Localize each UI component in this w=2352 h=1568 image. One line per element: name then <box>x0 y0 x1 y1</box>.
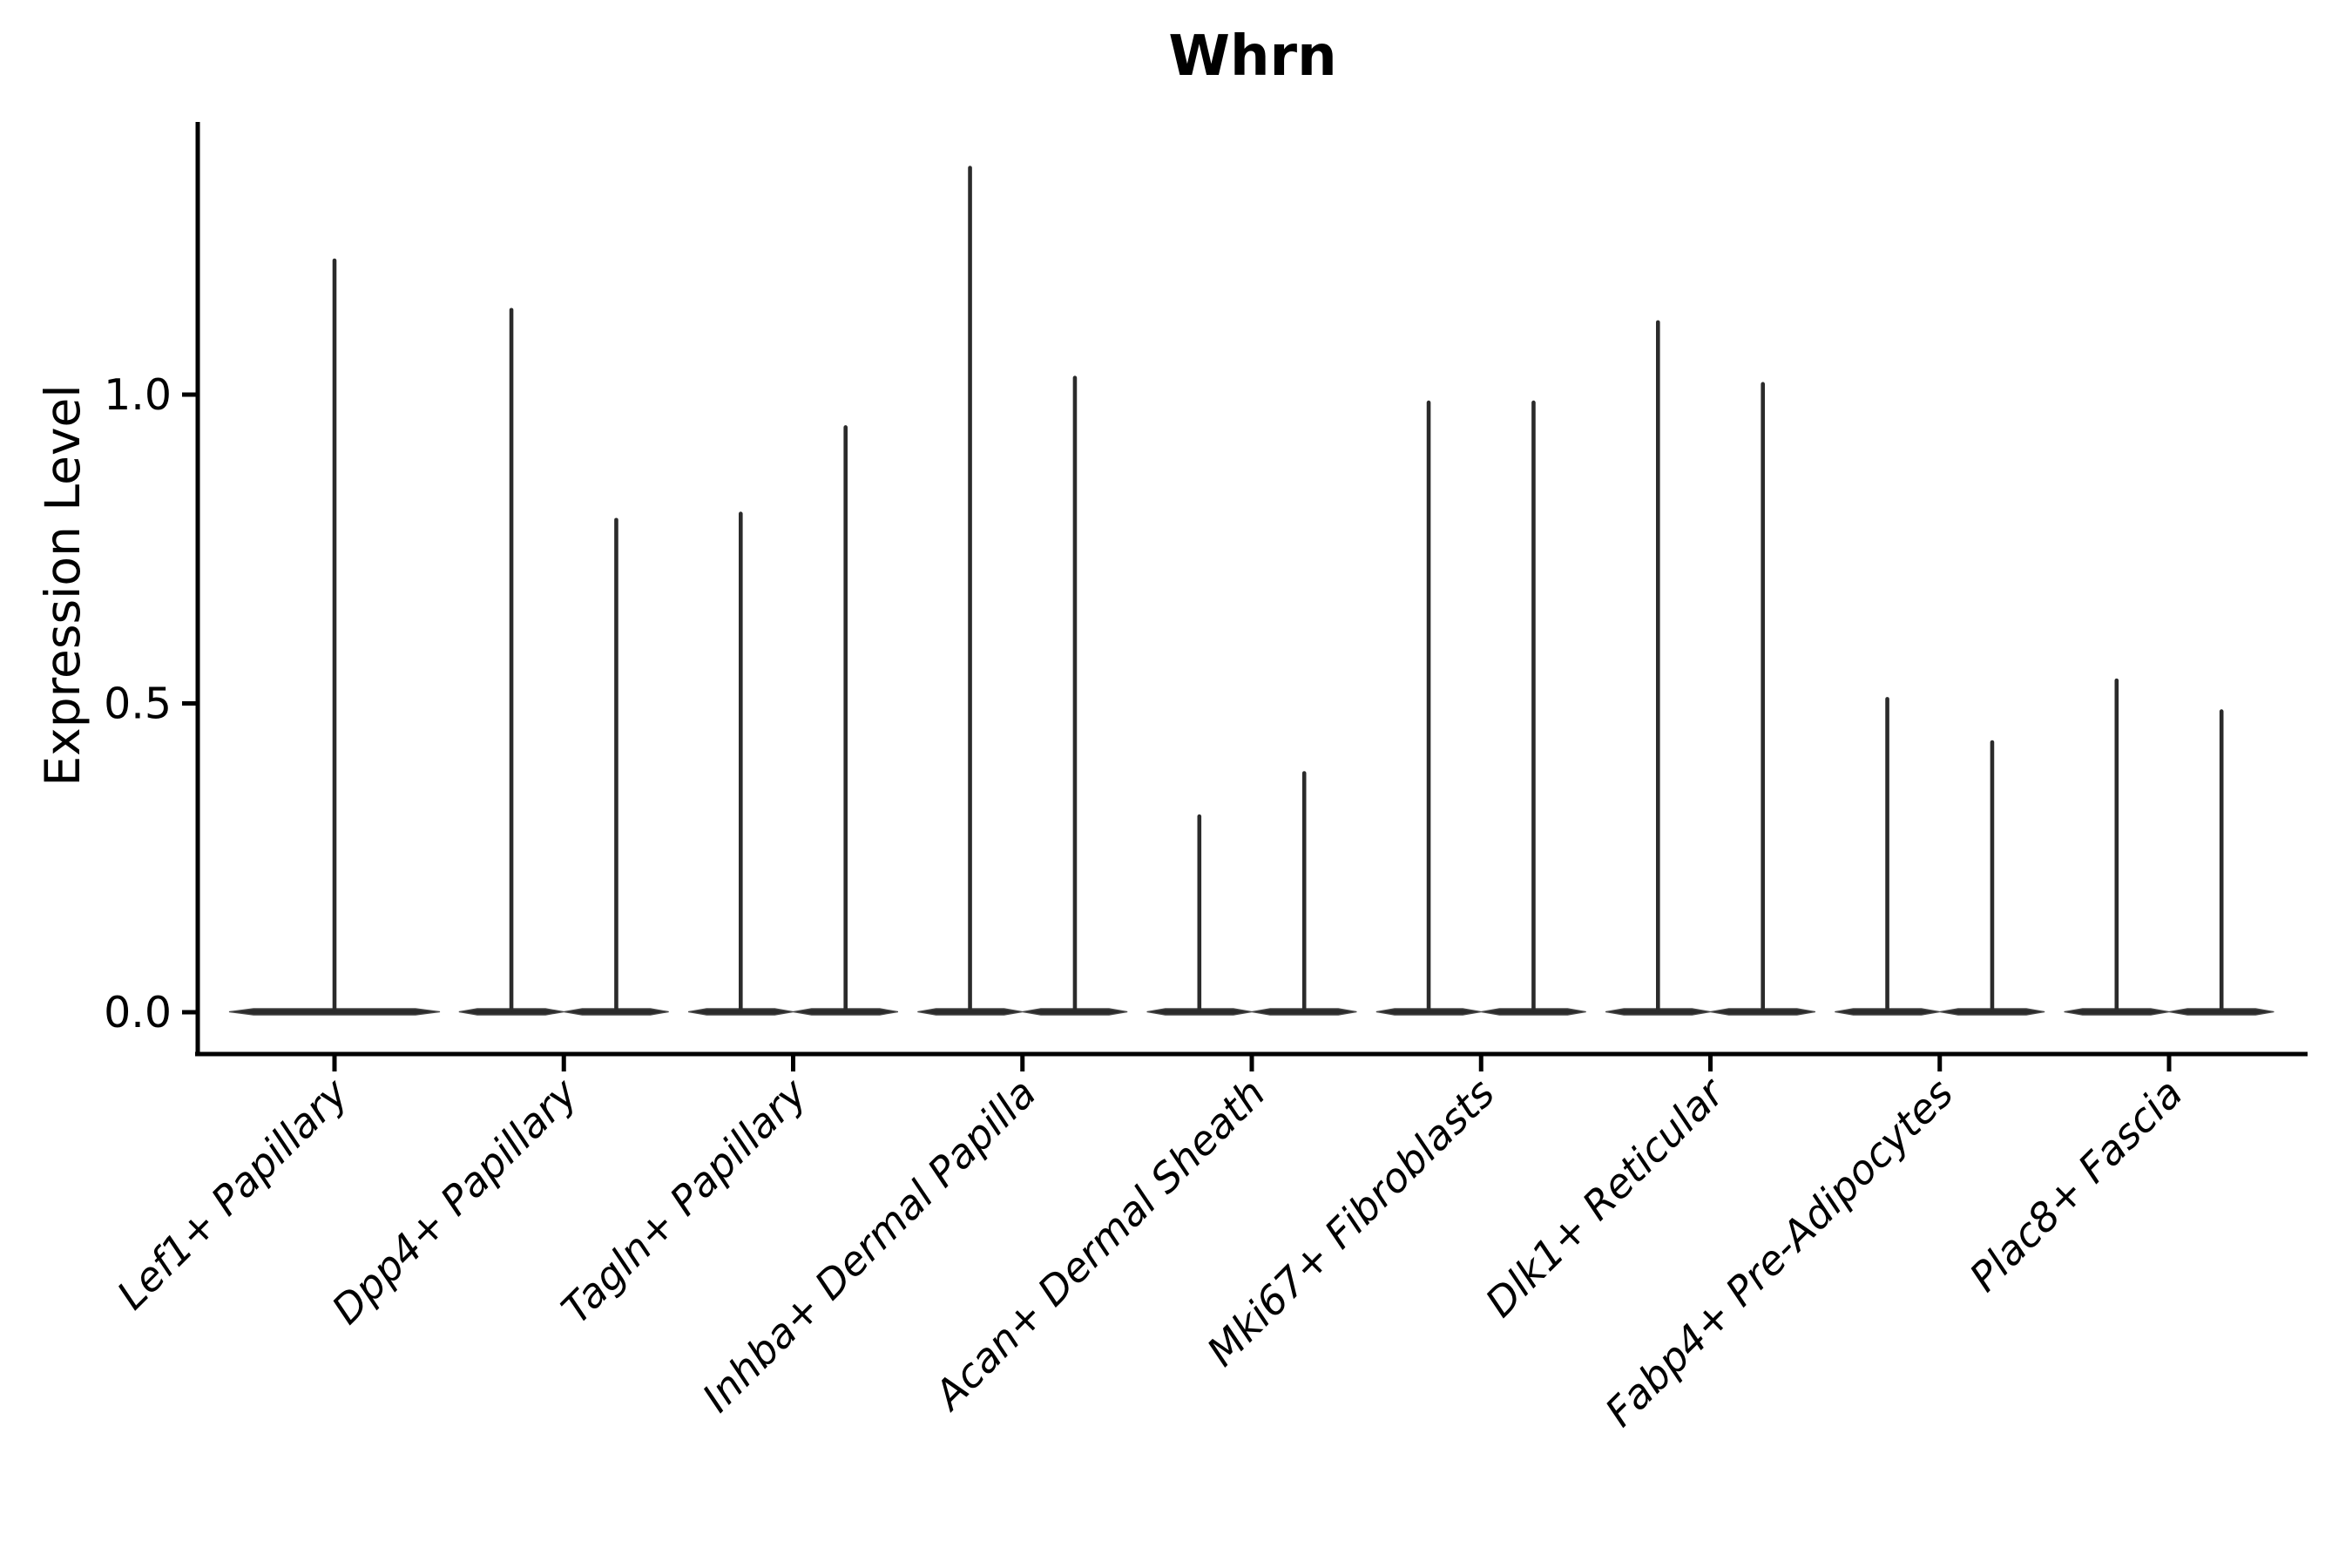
violin-base <box>1251 1008 1357 1016</box>
violin-base <box>1022 1008 1128 1016</box>
x-tick-label: Tagln+ Papillary <box>552 1069 816 1333</box>
violin-base <box>2168 1008 2274 1016</box>
violin-base <box>1710 1008 1816 1016</box>
y-tick-label: 0.0 <box>104 988 172 1037</box>
violin-base <box>1939 1008 2045 1016</box>
x-tick-label: Plac8+ Fascia <box>1960 1070 2191 1301</box>
violin-base <box>564 1008 669 1016</box>
x-tick-label: Dpp4+ Papillary <box>322 1069 586 1333</box>
x-tick-label: Lef1+ Papillary <box>108 1069 357 1318</box>
violin-base <box>1481 1008 1586 1016</box>
violin-base <box>793 1008 899 1016</box>
violin-base <box>228 1008 441 1016</box>
x-tick-label: Dlk1+ Reticular <box>1477 1067 1735 1326</box>
y-tick-label: 1.0 <box>104 370 172 420</box>
chart-title: Whrn <box>1168 24 1337 89</box>
y-tick-label: 0.5 <box>104 679 172 729</box>
